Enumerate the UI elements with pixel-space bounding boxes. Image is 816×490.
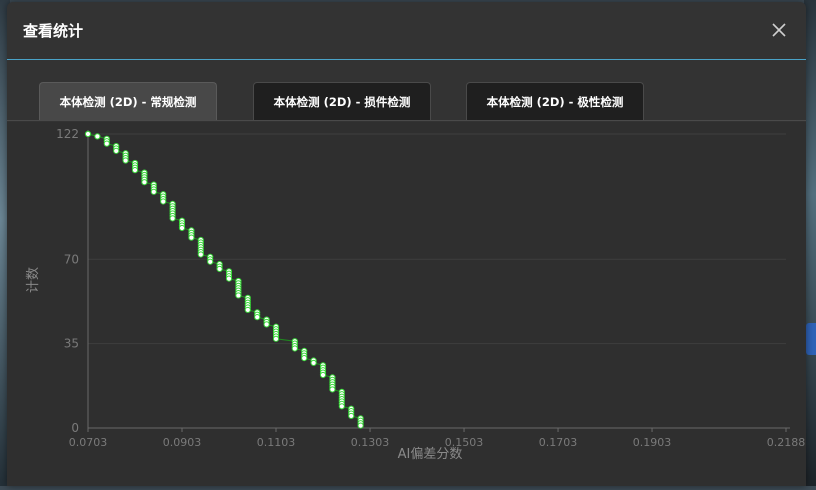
data-point [272, 335, 280, 342]
data-point [329, 386, 336, 393]
x-tick-labels: 0.0703 0.0903 0.1103 0.1303 0.1503 0.1703 0.19… [69, 436, 806, 449]
dialog-header: 查看统计 [7, 2, 806, 60]
data-point [207, 258, 214, 265]
x-tick-label: 0.1903 [633, 436, 672, 449]
data-point [84, 130, 92, 138]
x-tick-label: 0.1703 [539, 436, 578, 449]
data-point [160, 198, 167, 205]
y-tick-label: 0 [71, 421, 79, 435]
data-point [225, 275, 233, 282]
data-point [263, 321, 270, 328]
data-point [150, 188, 157, 195]
data-point [197, 251, 204, 258]
data-point [122, 157, 129, 164]
tab-regular-detection[interactable]: 本体检测 (2D) - 常规检测 [39, 82, 217, 121]
tab-damage-detection[interactable]: 本体检测 (2D) - 损件检测 [253, 82, 431, 121]
chart-panel: 0 35 70 122 0.0703 0.0903 0.1103 0.1303 0.1503 0… [7, 122, 806, 486]
x-tick-label: 0.1103 [257, 436, 296, 449]
y-tick-label: 35 [64, 337, 79, 351]
dialog-title: 查看统计 [23, 22, 84, 40]
tab-label: 本体检测 (2D) - 损件检测 [273, 95, 411, 109]
data-point [113, 147, 120, 154]
data-point [254, 314, 261, 321]
x-tick-label: 0.0703 [69, 436, 108, 449]
data-point [244, 306, 251, 314]
data-point [310, 359, 317, 367]
data-point [301, 355, 308, 362]
close-icon [772, 23, 786, 37]
data-point [216, 265, 223, 273]
data-point [319, 371, 327, 379]
x-tick-label: 0.1503 [445, 436, 484, 449]
data-point [131, 167, 139, 174]
background-right [804, 0, 816, 486]
tab-label: 本体检测 (2D) - 极性检测 [486, 95, 624, 109]
x-tick-label: 0.2188 [767, 436, 806, 449]
tab-polarity-detection[interactable]: 本体检测 (2D) - 极性检测 [466, 82, 644, 121]
y-tick-label: 70 [64, 252, 79, 266]
data-point [357, 422, 364, 429]
y-tick-label: 122 [56, 127, 79, 141]
data-point [103, 140, 110, 147]
axes [87, 130, 790, 432]
x-axis-label: AI偏差分数 [398, 447, 463, 462]
data-point [235, 292, 242, 299]
data-point [291, 345, 298, 352]
data-point [94, 133, 101, 140]
series-line [87, 133, 362, 426]
data-points [84, 130, 364, 429]
data-point [169, 215, 176, 222]
data-point [178, 224, 186, 232]
close-button[interactable] [770, 21, 788, 39]
y-tick-labels: 0 35 70 122 [56, 127, 79, 435]
grid [88, 133, 786, 345]
x-tick-label: 0.1303 [351, 436, 390, 449]
background-left [0, 0, 10, 486]
x-tick-label: 0.0903 [163, 436, 202, 449]
data-point [188, 234, 195, 241]
statistics-dialog: 查看统计 本体检测 (2D) - 常规检测 本体检测 (2D) - 损件检测 本… [7, 2, 806, 486]
data-point [141, 179, 148, 186]
data-point [338, 403, 345, 410]
tab-label: 本体检测 (2D) - 常规检测 [59, 95, 197, 109]
data-point [348, 412, 355, 420]
background-blue-tab [806, 323, 816, 355]
y-axis-label: 计数 [26, 267, 41, 293]
tab-divider [7, 120, 806, 121]
